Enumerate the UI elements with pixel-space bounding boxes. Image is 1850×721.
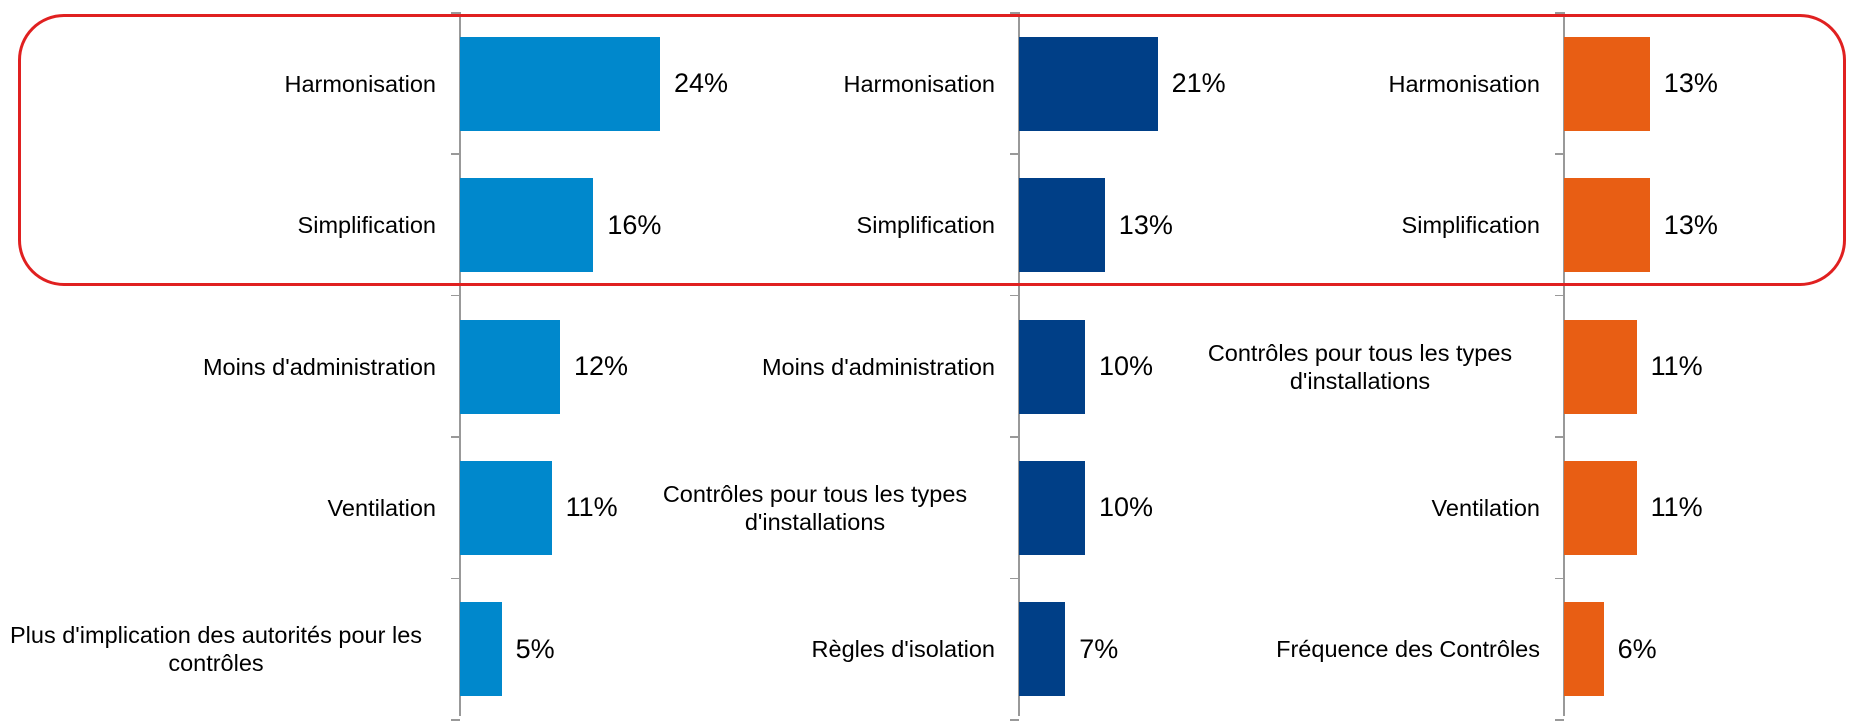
value-label: 6% bbox=[1617, 633, 1657, 664]
category-text: Harmonisation bbox=[843, 70, 995, 97]
value-label: 11% bbox=[1650, 351, 1703, 381]
category-tick bbox=[1010, 153, 1019, 155]
value-label: 11% bbox=[565, 492, 618, 523]
category-text: Fréquence des Contrôles bbox=[1276, 636, 1540, 663]
category-label: Simplification bbox=[0, 185, 436, 265]
category-text: Simplification bbox=[1401, 212, 1540, 239]
category-label: Moins d'administration bbox=[635, 327, 995, 407]
bar bbox=[1019, 319, 1085, 414]
bar bbox=[460, 36, 660, 131]
category-text: Ventilation bbox=[1431, 494, 1540, 521]
category-label: Règles d'isolation bbox=[635, 609, 995, 689]
bar bbox=[1564, 602, 1604, 697]
value-label: 21% bbox=[1171, 68, 1226, 99]
bar bbox=[1019, 178, 1105, 273]
bar bbox=[460, 319, 560, 414]
category-text: Simplification bbox=[856, 212, 995, 239]
category-text: Règles d'isolation bbox=[811, 636, 995, 663]
category-tick bbox=[451, 153, 460, 155]
category-tick bbox=[1555, 719, 1564, 721]
category-tick bbox=[1555, 12, 1564, 14]
category-tick bbox=[451, 719, 460, 721]
category-tick bbox=[451, 12, 460, 14]
category-tick bbox=[451, 294, 460, 297]
category-text: Plus d'implication des autorités pour le… bbox=[9, 622, 423, 677]
category-label: Ventilation bbox=[0, 468, 436, 548]
category-text: Moins d'administration bbox=[202, 353, 436, 380]
value-label: 10% bbox=[1099, 492, 1154, 523]
category-label: Contrôles pour tous les types d'installa… bbox=[635, 468, 995, 548]
category-tick bbox=[1010, 12, 1019, 14]
value-label: 12% bbox=[574, 351, 629, 381]
category-label: Simplification bbox=[635, 185, 995, 265]
category-label: Harmonisation bbox=[0, 44, 436, 124]
category-label: Harmonisation bbox=[635, 44, 995, 124]
value-label: 24% bbox=[674, 68, 729, 99]
category-text: Ventilation bbox=[327, 494, 436, 521]
category-label: Contrôles pour tous les types d'installa… bbox=[1180, 327, 1540, 407]
category-text: Simplification bbox=[297, 212, 436, 239]
category-label: Fréquence des Contrôles bbox=[1180, 609, 1540, 689]
bar bbox=[1564, 36, 1650, 131]
category-tick bbox=[451, 436, 460, 438]
bar bbox=[1019, 36, 1158, 131]
category-label: Ventilation bbox=[1180, 468, 1540, 548]
value-label: 7% bbox=[1079, 633, 1119, 664]
bar bbox=[1564, 460, 1637, 555]
category-text: Harmonisation bbox=[284, 70, 436, 97]
value-label: 13% bbox=[1118, 209, 1173, 240]
category-text: Moins d'administration bbox=[761, 353, 995, 380]
value-label: 13% bbox=[1663, 68, 1718, 99]
category-label: Harmonisation bbox=[1180, 44, 1540, 124]
bar bbox=[1564, 178, 1650, 273]
category-text: Contrôles pour tous les types d'installa… bbox=[1207, 339, 1513, 394]
bar bbox=[1564, 319, 1637, 414]
bar bbox=[1019, 460, 1085, 555]
category-text: Harmonisation bbox=[1388, 70, 1540, 97]
value-label: 16% bbox=[607, 209, 662, 240]
value-label: 11% bbox=[1650, 492, 1703, 523]
category-tick bbox=[1555, 294, 1564, 297]
bar bbox=[460, 178, 594, 273]
category-tick bbox=[1555, 436, 1564, 438]
value-label: 5% bbox=[515, 633, 555, 664]
bar bbox=[460, 602, 502, 697]
category-text: Contrôles pour tous les types d'installa… bbox=[662, 480, 968, 535]
category-tick bbox=[1010, 719, 1019, 721]
value-label: 13% bbox=[1663, 209, 1718, 240]
category-tick bbox=[1010, 577, 1019, 580]
value-label: 10% bbox=[1099, 351, 1154, 381]
category-tick bbox=[451, 577, 460, 580]
bar bbox=[1019, 602, 1066, 697]
highlight-frame bbox=[18, 14, 1846, 286]
bar bbox=[460, 460, 552, 555]
category-tick bbox=[1555, 153, 1564, 155]
category-tick bbox=[1010, 294, 1019, 297]
category-tick bbox=[1010, 436, 1019, 438]
category-label: Plus d'implication des autorités pour le… bbox=[0, 609, 436, 689]
category-tick bbox=[1555, 577, 1564, 580]
category-label: Moins d'administration bbox=[0, 327, 436, 407]
category-label: Simplification bbox=[1180, 185, 1540, 265]
